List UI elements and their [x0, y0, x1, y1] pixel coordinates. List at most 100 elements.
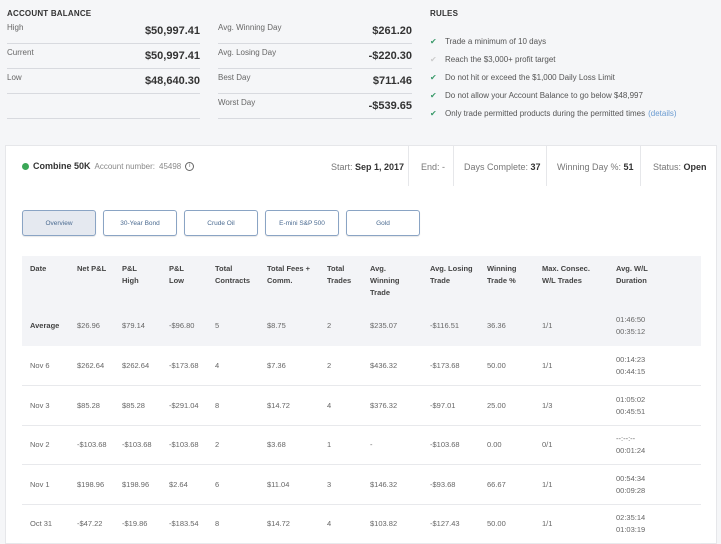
- column-header[interactable]: Date: [30, 264, 47, 273]
- table-cell: $198.96: [122, 479, 150, 489]
- balance-value: $48,640.30: [144, 75, 200, 87]
- table-cell: $79.14: [122, 321, 145, 330]
- avg-duration: 00:54:34 00:09:28: [616, 473, 646, 495]
- stat-row: Best Day $711.46: [218, 69, 412, 94]
- table-cell: 1: [327, 440, 332, 449]
- balance-row: [7, 94, 200, 119]
- row-date: Nov 3: [30, 400, 50, 410]
- stat-value: $261.20: [372, 25, 412, 37]
- avg-duration: 01:46:50 00:35:12: [616, 315, 646, 336]
- table-cell: 8: [215, 400, 220, 410]
- column-header[interactable]: Winning Trade %: [487, 264, 517, 285]
- column-header[interactable]: P&L Low: [169, 264, 184, 285]
- avg-duration: 01:05:02 00:45:51: [616, 394, 646, 416]
- tab-e-mini-s-p-500[interactable]: E-mini S&P 500: [265, 210, 339, 236]
- table-cell: $235.07: [370, 321, 398, 330]
- divider: [453, 146, 454, 186]
- info-icon[interactable]: i: [185, 161, 195, 171]
- tab-overview[interactable]: Overview: [22, 210, 96, 236]
- column-header[interactable]: Total Trades: [327, 264, 352, 285]
- table-cell: 50.00: [487, 361, 506, 370]
- table-row: [22, 425, 701, 465]
- account-card: Combine 50K Account number: 45498 i Star…: [5, 145, 717, 544]
- account-number: 45498: [159, 161, 182, 171]
- table-cell: 4: [327, 519, 332, 528]
- table-cell: 1/1: [542, 519, 553, 528]
- table-cell: $85.28: [122, 400, 145, 410]
- stat-label: Worst Day: [218, 98, 256, 107]
- status-dot-icon: [22, 162, 29, 170]
- table-cell: 1/1: [542, 321, 553, 330]
- stat-value: -$539.65: [368, 100, 412, 112]
- table-header: [22, 256, 701, 346]
- rule-item: ✔ Reach the $3,000+ profit target: [430, 55, 556, 64]
- table-row: [22, 386, 701, 426]
- check-icon: ✔: [430, 55, 437, 64]
- stat-row: Avg. Winning Day $261.20: [218, 19, 412, 44]
- table-cell: 6: [215, 479, 220, 489]
- table-cell: 1/3: [542, 400, 553, 410]
- table-cell: 1/1: [542, 479, 553, 489]
- tab-30-year-bond[interactable]: 30-Year Bond: [103, 210, 177, 236]
- rules-title: RULES: [430, 9, 459, 18]
- table-row: [22, 346, 701, 386]
- table-cell: -$103.68: [77, 440, 107, 449]
- table-cell: -$103.68: [122, 440, 152, 449]
- table-row: [22, 465, 701, 505]
- table-cell: 1/1: [542, 361, 553, 370]
- row-date: Nov 6: [30, 361, 50, 370]
- account-balance-title: ACCOUNT BALANCE: [7, 9, 92, 18]
- rule-item: ✔ Only trade permitted products during th…: [430, 109, 677, 118]
- balance-row: Current $50,997.41: [7, 44, 200, 69]
- table-cell: $146.32: [370, 479, 398, 489]
- table-cell: 2: [327, 321, 332, 330]
- table-cell: -$96.80: [169, 321, 195, 330]
- avg-duration: --:--:-- 00:01:24: [616, 434, 646, 455]
- tab-crude-oil[interactable]: Crude Oil: [184, 210, 258, 236]
- column-header[interactable]: P&L High: [122, 264, 139, 285]
- table-cell: -$116.51: [430, 321, 460, 330]
- tab-gold[interactable]: Gold: [346, 210, 420, 236]
- column-header[interactable]: Total Contracts: [215, 264, 251, 285]
- table-cell: $14.72: [267, 519, 290, 528]
- divider: [408, 146, 409, 186]
- table-cell: 0.00: [487, 440, 502, 449]
- table-cell: $11.04: [267, 479, 290, 489]
- table-cell: $436.32: [370, 361, 398, 370]
- table-cell: $262.64: [122, 361, 150, 370]
- table-cell: 25.00: [487, 400, 506, 410]
- table-cell: -$127.43: [430, 519, 460, 528]
- balance-value: $50,997.41: [144, 50, 200, 62]
- table-cell: 3: [327, 479, 332, 489]
- row-date: Nov 2: [30, 440, 50, 449]
- stat-label: Avg. Winning Day: [218, 23, 282, 32]
- column-header[interactable]: Net P&L: [77, 264, 107, 273]
- stat-label: Best Day: [218, 73, 251, 82]
- column-header[interactable]: Max. Consec. W/L Trades: [542, 264, 590, 285]
- table-cell: $7.36: [267, 361, 286, 370]
- table-cell: $26.96: [77, 321, 100, 330]
- column-header[interactable]: Total Fees + Comm.: [267, 264, 311, 285]
- table-cell: -$47.22: [77, 519, 103, 528]
- details-link[interactable]: (details): [648, 109, 677, 118]
- end-date: End: -: [421, 162, 446, 172]
- column-header[interactable]: Avg. W/L Duration: [616, 264, 648, 285]
- table-cell: 4: [327, 400, 332, 410]
- winning-day-pct: Winning Day %: 51: [557, 162, 634, 172]
- row-date: Nov 1: [30, 479, 50, 489]
- column-header[interactable]: Avg. Losing Trade: [430, 264, 473, 285]
- table-cell: -$173.68: [169, 361, 199, 370]
- stat-row: Worst Day -$539.65: [218, 94, 412, 119]
- table-cell: -$183.54: [169, 519, 199, 528]
- table-cell: -$173.68: [430, 361, 460, 370]
- rule-item: ✔ Do not allow your Account Balance to go…: [430, 91, 643, 100]
- table-cell: -$103.68: [430, 440, 460, 449]
- balance-label: Current: [7, 48, 34, 57]
- table-cell: $85.28: [77, 400, 100, 410]
- check-icon: ✔: [430, 91, 437, 100]
- table-cell: 8: [215, 519, 220, 528]
- days-complete: Days Complete: 37: [464, 162, 541, 172]
- column-header[interactable]: Avg. Winning Trade: [370, 264, 400, 297]
- table-cell: 66.67: [487, 479, 506, 489]
- divider: [546, 146, 547, 186]
